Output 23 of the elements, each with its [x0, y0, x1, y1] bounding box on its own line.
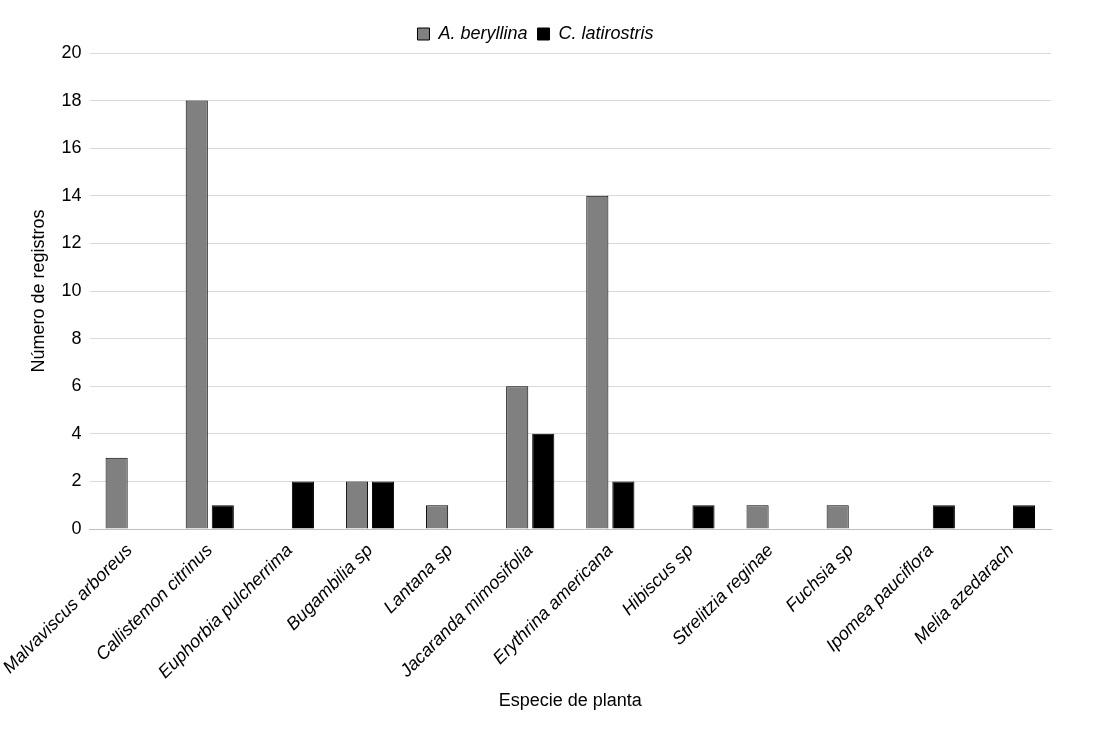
y-tick-label: 6: [71, 375, 82, 396]
y-tick-label: 18: [61, 89, 82, 110]
y-tick-label: 2: [71, 470, 82, 491]
legend-label: C. latirostris: [558, 23, 654, 43]
y-tick-label: 8: [71, 327, 82, 348]
legend-label: A. beryllina: [437, 23, 528, 43]
y-tick-label: 12: [61, 232, 82, 253]
y-tick-label: 14: [61, 184, 82, 205]
bar: [692, 505, 715, 529]
bar: [291, 481, 314, 529]
y-tick-label: 10: [61, 280, 82, 300]
bar: [532, 433, 555, 529]
y-tick-label: 0: [71, 518, 82, 539]
bar: [932, 505, 955, 529]
bar: [211, 505, 234, 529]
y-tick-label: 4: [71, 422, 82, 443]
y-tick-label: 20: [61, 41, 82, 62]
y-tick-label: 16: [61, 137, 82, 158]
x-axis-title: Especie de planta: [498, 690, 643, 711]
y-axis-title: Número de registros: [27, 209, 48, 373]
bar: [612, 481, 635, 529]
bar: [1012, 505, 1036, 529]
bar: [371, 481, 395, 529]
